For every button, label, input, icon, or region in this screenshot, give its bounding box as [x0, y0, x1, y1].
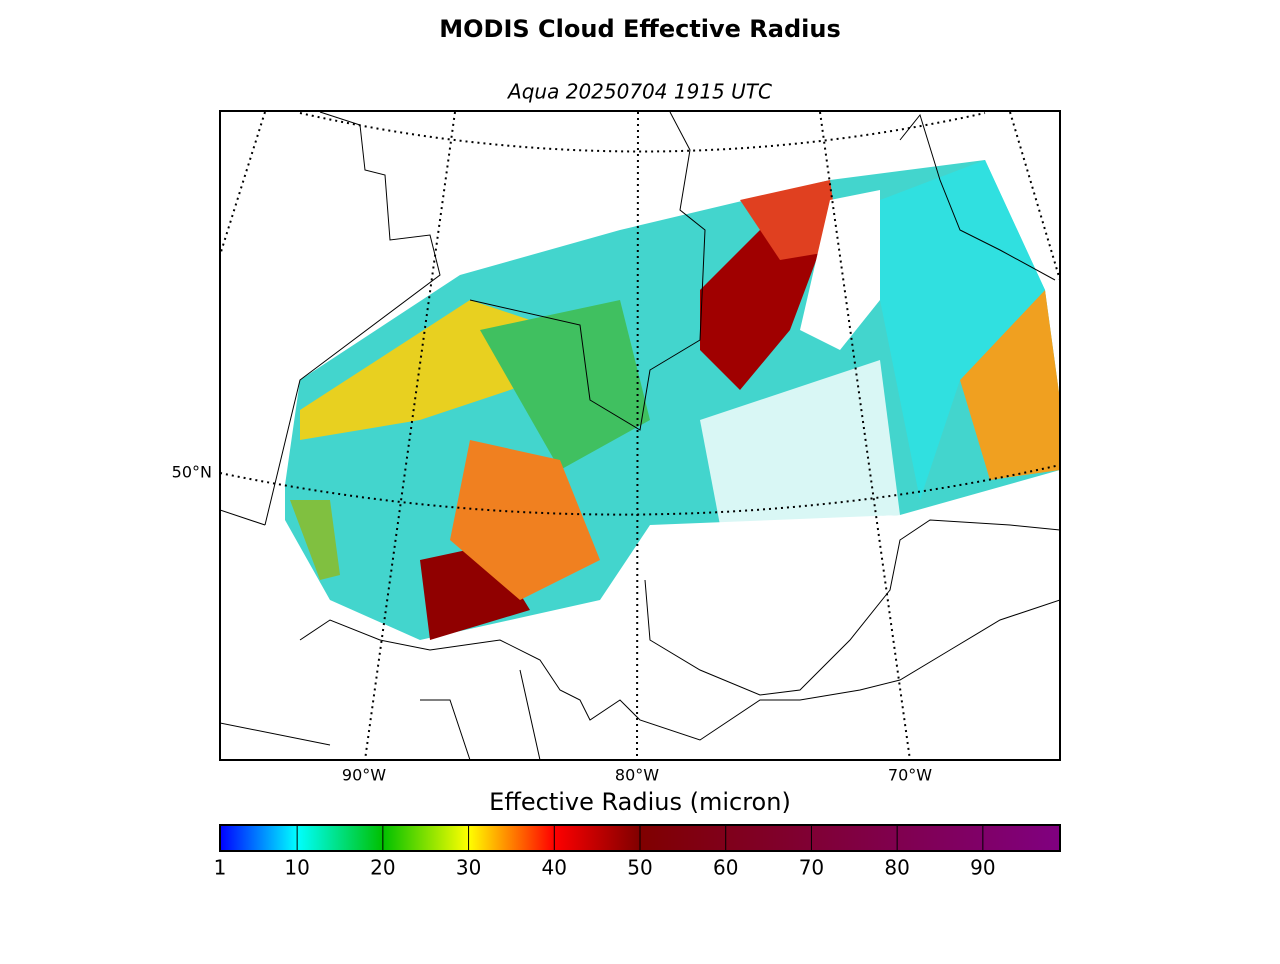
colorbar-tick-label: 50 — [627, 856, 652, 880]
cloud-swath — [285, 160, 1060, 640]
parallel-label: 50°N — [172, 463, 212, 482]
meridian-label: 70°W — [888, 766, 932, 785]
map — [220, 111, 1060, 760]
colorbar: 1 10 20 30 40 50 60 70 80 90 — [214, 824, 1061, 880]
colorbar-tick-label: 20 — [370, 856, 395, 880]
colorbar-tick-label: 90 — [970, 856, 995, 880]
subtitle: Aqua 20250704 1915 UTC — [506, 80, 772, 104]
colorbar-tick-label: 10 — [284, 856, 309, 880]
colorbar-tick-label: 30 — [456, 856, 481, 880]
colorbar-tick-label: 80 — [884, 856, 909, 880]
colorbar-tick-label: 70 — [799, 856, 824, 880]
colorbar-label: Effective Radius (micron) — [489, 788, 791, 816]
meridian-label: 80°W — [615, 766, 659, 785]
colorbar-tick-label: 1 — [214, 856, 227, 880]
title: MODIS Cloud Effective Radius — [439, 15, 841, 43]
colorbar-tick-label: 60 — [713, 856, 738, 880]
colorbar-tick-label: 40 — [542, 856, 567, 880]
coastlines — [220, 111, 1060, 760]
map-frame — [219, 110, 1061, 761]
meridian-label: 90°W — [342, 766, 386, 785]
graticule — [220, 111, 1060, 760]
